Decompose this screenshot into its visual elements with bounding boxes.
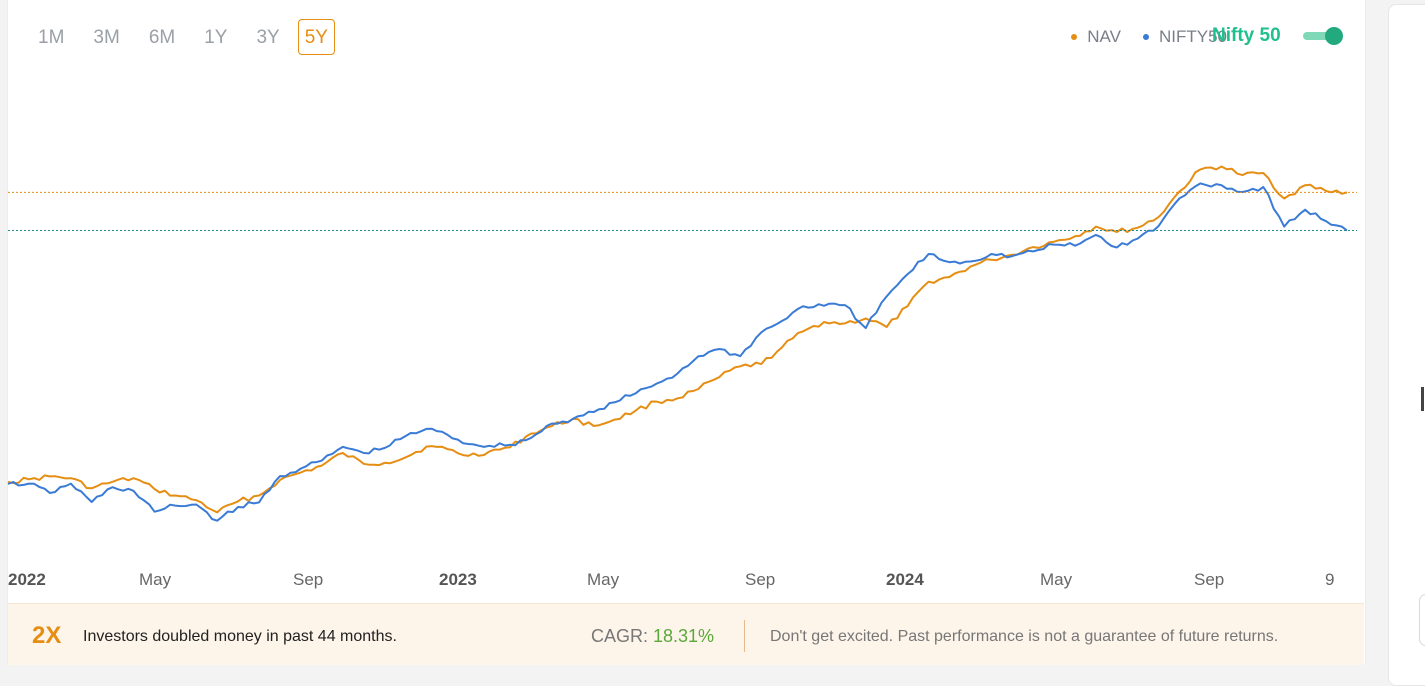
footer-divider [744, 620, 745, 652]
nifty-toggle-label: Nifty 50 [1212, 25, 1281, 46]
nifty-compare-toggle: Nifty 50 [1212, 25, 1343, 47]
toggle-knob [1324, 27, 1343, 45]
range-selector: 1M 3M 6M 1Y 3Y 5Y [27, 19, 342, 55]
nav-series-line [7, 165, 1348, 514]
legend-nav-label: NAV [1087, 27, 1121, 46]
doubling-badge: 2X [32, 622, 62, 649]
x-tick-label: 2022 [8, 570, 46, 589]
legend-nav[interactable]: NAV [1071, 27, 1121, 47]
x-tick-label: May [139, 570, 172, 589]
range-6m-button[interactable]: 6M [148, 27, 176, 48]
side-cursor-marker [1421, 387, 1424, 411]
nifty50-series-line [7, 182, 1348, 522]
cagr-text: CAGR: 18.31% [591, 626, 714, 647]
cagr-label: CAGR: [591, 626, 654, 646]
disclaimer-text: Don't get excited. Past performance is n… [770, 628, 1279, 645]
range-3y-button[interactable]: 3Y [256, 27, 280, 48]
range-3m-button[interactable]: 3M [93, 27, 120, 48]
nifty-dot-icon [1142, 34, 1149, 40]
x-tick-label: 9 [1325, 570, 1335, 589]
side-panel [1388, 4, 1425, 686]
nav-dot-icon [1071, 34, 1078, 40]
legend-nifty-label: NIFTY50 [1158, 27, 1227, 46]
range-1m-button[interactable]: 1M [38, 27, 65, 48]
performance-card [7, 0, 1366, 664]
x-tick-label: 2024 [886, 570, 924, 589]
legend-nifty[interactable]: NIFTY50 [1142, 27, 1227, 47]
toggle-track [1302, 32, 1339, 40]
x-tick-label: Sep [745, 570, 776, 589]
x-tick-label: Sep [293, 570, 324, 589]
x-tick-label: 2023 [439, 570, 477, 589]
chart-legend: NAV NIFTY50 [1049, 27, 1227, 47]
doubling-message: Investors doubled money in past 44 month… [83, 628, 397, 645]
performance-line-chart[interactable] [0, 0, 1425, 664]
cagr-value: 18.31% [653, 626, 715, 646]
range-1y-button[interactable]: 1Y [204, 27, 228, 48]
returns-footer: 2X Investors doubled money in past 44 mo… [8, 603, 1364, 665]
nifty-toggle-switch[interactable] [1302, 26, 1343, 46]
x-tick-label: May [587, 570, 620, 589]
x-tick-label: May [1040, 570, 1073, 589]
x-tick-label: Sep [1194, 570, 1225, 589]
range-5y-button[interactable]: 5Y [297, 19, 335, 55]
